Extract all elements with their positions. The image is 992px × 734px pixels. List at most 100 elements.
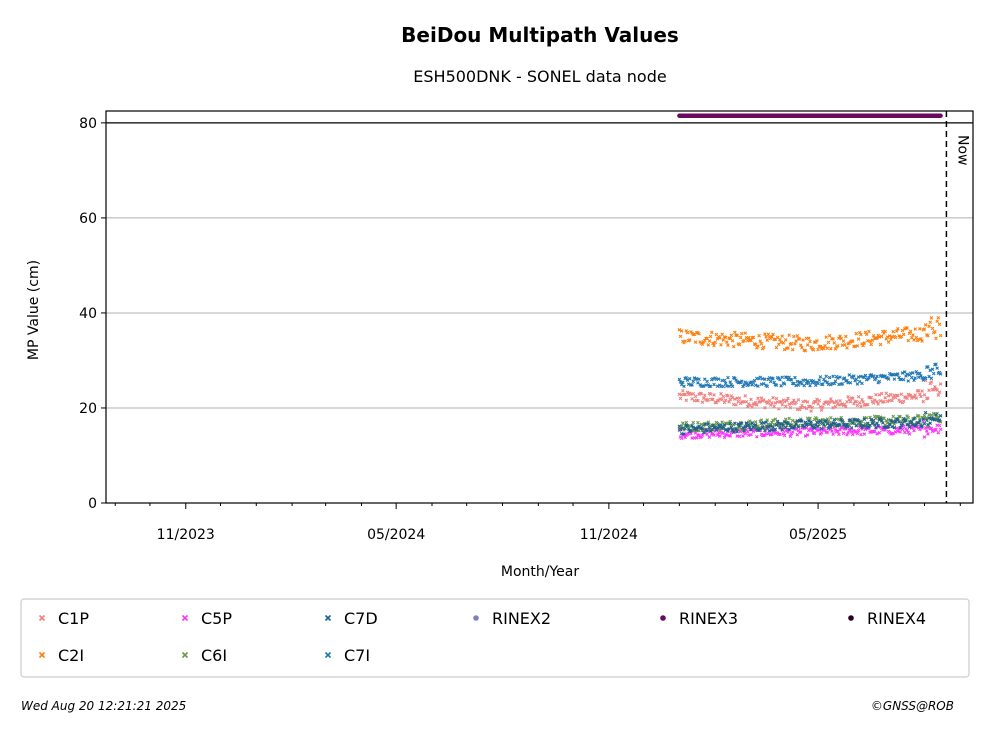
data-point <box>779 383 783 388</box>
data-point <box>827 400 832 404</box>
data-point <box>807 336 811 341</box>
data-point <box>875 374 879 379</box>
legend-label: C1P <box>58 609 89 628</box>
data-point <box>875 336 879 340</box>
data-point <box>818 344 823 349</box>
data-point <box>746 335 751 340</box>
data-point <box>685 423 690 428</box>
data-point <box>840 425 845 430</box>
data-point <box>810 405 815 410</box>
data-point <box>712 393 716 397</box>
data-point <box>822 422 826 427</box>
data-point <box>708 334 713 339</box>
data-point <box>816 381 820 386</box>
data-point <box>763 405 767 410</box>
data-point <box>722 435 727 440</box>
data-point <box>855 431 860 436</box>
data-point <box>850 339 855 343</box>
data-point <box>918 427 922 432</box>
data-point <box>705 379 709 384</box>
data-point <box>749 432 753 437</box>
data-point <box>861 343 865 348</box>
legend-marker <box>181 614 189 622</box>
data-point <box>901 332 906 337</box>
data-point <box>700 400 705 404</box>
data-point <box>831 432 835 436</box>
data-point <box>793 375 797 380</box>
data-point <box>808 416 812 421</box>
data-point <box>787 428 791 433</box>
data-point <box>677 424 682 429</box>
data-point <box>913 376 917 380</box>
data-point <box>875 399 879 404</box>
y-tick-label: 0 <box>88 496 97 512</box>
data-point <box>842 342 847 347</box>
data-point <box>711 341 715 346</box>
data-point <box>790 400 795 405</box>
data-point <box>934 412 938 417</box>
data-point <box>687 338 692 342</box>
data-point <box>879 391 884 396</box>
data-point <box>838 375 842 379</box>
data-point <box>780 427 785 432</box>
data-point <box>782 420 787 424</box>
data-point <box>838 334 842 339</box>
data-point <box>797 337 802 341</box>
data-point <box>681 421 685 425</box>
data-point <box>808 422 812 427</box>
data-point <box>901 377 906 382</box>
data-point <box>896 393 900 398</box>
data-point <box>938 427 943 432</box>
data-point <box>721 394 726 399</box>
data-point <box>926 432 930 436</box>
data-point <box>685 390 690 395</box>
data-point <box>684 376 689 380</box>
data-point <box>742 338 746 343</box>
data-point <box>916 389 921 393</box>
data-point <box>782 399 787 404</box>
data-point <box>738 335 743 340</box>
data-point <box>830 429 834 433</box>
data-point <box>907 432 912 436</box>
data-point <box>705 432 709 437</box>
data-point <box>783 404 788 409</box>
data-point <box>886 424 891 429</box>
data-point <box>686 427 691 431</box>
data-point <box>768 379 773 384</box>
data-point <box>874 376 878 381</box>
data-point <box>756 396 760 401</box>
data-point <box>693 340 698 344</box>
data-point <box>877 335 882 339</box>
data-point <box>876 423 880 428</box>
data-point <box>819 408 824 412</box>
data-point <box>840 419 845 424</box>
x-tick-label: 11/2023 <box>157 527 215 543</box>
data-point <box>833 347 838 351</box>
data-point <box>798 406 803 410</box>
data-point <box>877 393 882 397</box>
data-point <box>737 434 742 439</box>
data-point <box>786 346 790 350</box>
data-point <box>758 427 763 431</box>
data-point <box>735 333 739 338</box>
data-point <box>701 396 706 400</box>
data-point <box>929 316 934 320</box>
data-point <box>726 343 730 347</box>
data-point <box>926 364 930 369</box>
data-point <box>889 337 893 342</box>
data-point <box>775 419 780 424</box>
data-point <box>845 378 849 383</box>
data-point <box>730 338 735 343</box>
data-point <box>830 422 834 427</box>
data-point <box>682 384 686 389</box>
data-point <box>750 382 754 387</box>
data-point <box>729 425 734 430</box>
data-point <box>721 338 726 342</box>
plot-frame <box>105 110 974 504</box>
data-point <box>733 421 737 426</box>
data-point <box>927 388 931 393</box>
data-point <box>921 417 926 421</box>
data-point <box>771 395 775 400</box>
data-point <box>916 375 921 380</box>
data-point <box>753 400 758 405</box>
